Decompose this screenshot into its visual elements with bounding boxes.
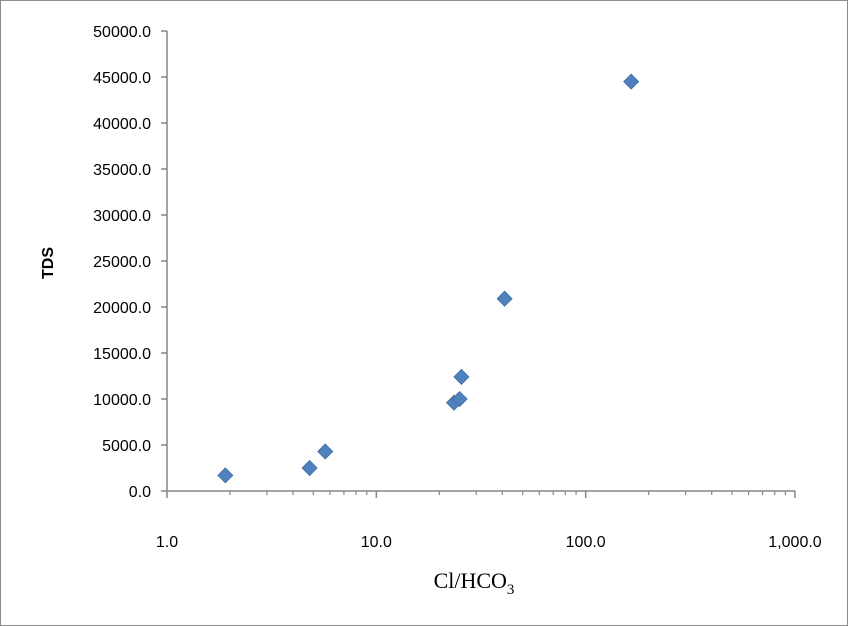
- y-tick-label: 0.0: [129, 484, 151, 501]
- y-tick-label: 25000.0: [93, 254, 151, 271]
- data-point: [453, 368, 470, 385]
- data-point: [317, 443, 334, 460]
- x-axis-title: Cl/HCO3: [434, 568, 515, 598]
- y-tick-label: 10000.0: [93, 392, 151, 409]
- x-tick-label: 100.0: [566, 534, 606, 551]
- y-tick-label: 45000.0: [93, 70, 151, 87]
- y-tick-label: 20000.0: [93, 300, 151, 317]
- data-point: [301, 459, 318, 477]
- x-tick-label: 1.0: [156, 534, 178, 551]
- x-tick-label: 10.0: [361, 534, 392, 551]
- data-point: [451, 390, 468, 408]
- y-tick-label: 30000.0: [93, 208, 151, 225]
- x-tick-label: 1,000.0: [768, 534, 821, 551]
- data-points: [217, 73, 640, 484]
- y-tick-label: 5000.0: [102, 438, 151, 455]
- data-point: [496, 290, 513, 307]
- data-point: [217, 467, 234, 484]
- x-axis: 1.0 10.0 100.0 1,000.0: [156, 490, 822, 551]
- y-axis: 0.0 5000.0 10000.0 15000.0 20000.0 25000.0 300…: [93, 24, 168, 501]
- y-tick-label: 40000.0: [93, 116, 151, 133]
- y-tick-label: 35000.0: [93, 162, 151, 179]
- y-tick-label: 50000.0: [93, 24, 151, 41]
- y-tick-label: 15000.0: [93, 346, 151, 363]
- data-point: [623, 73, 640, 90]
- y-axis-title: TDS: [40, 247, 57, 279]
